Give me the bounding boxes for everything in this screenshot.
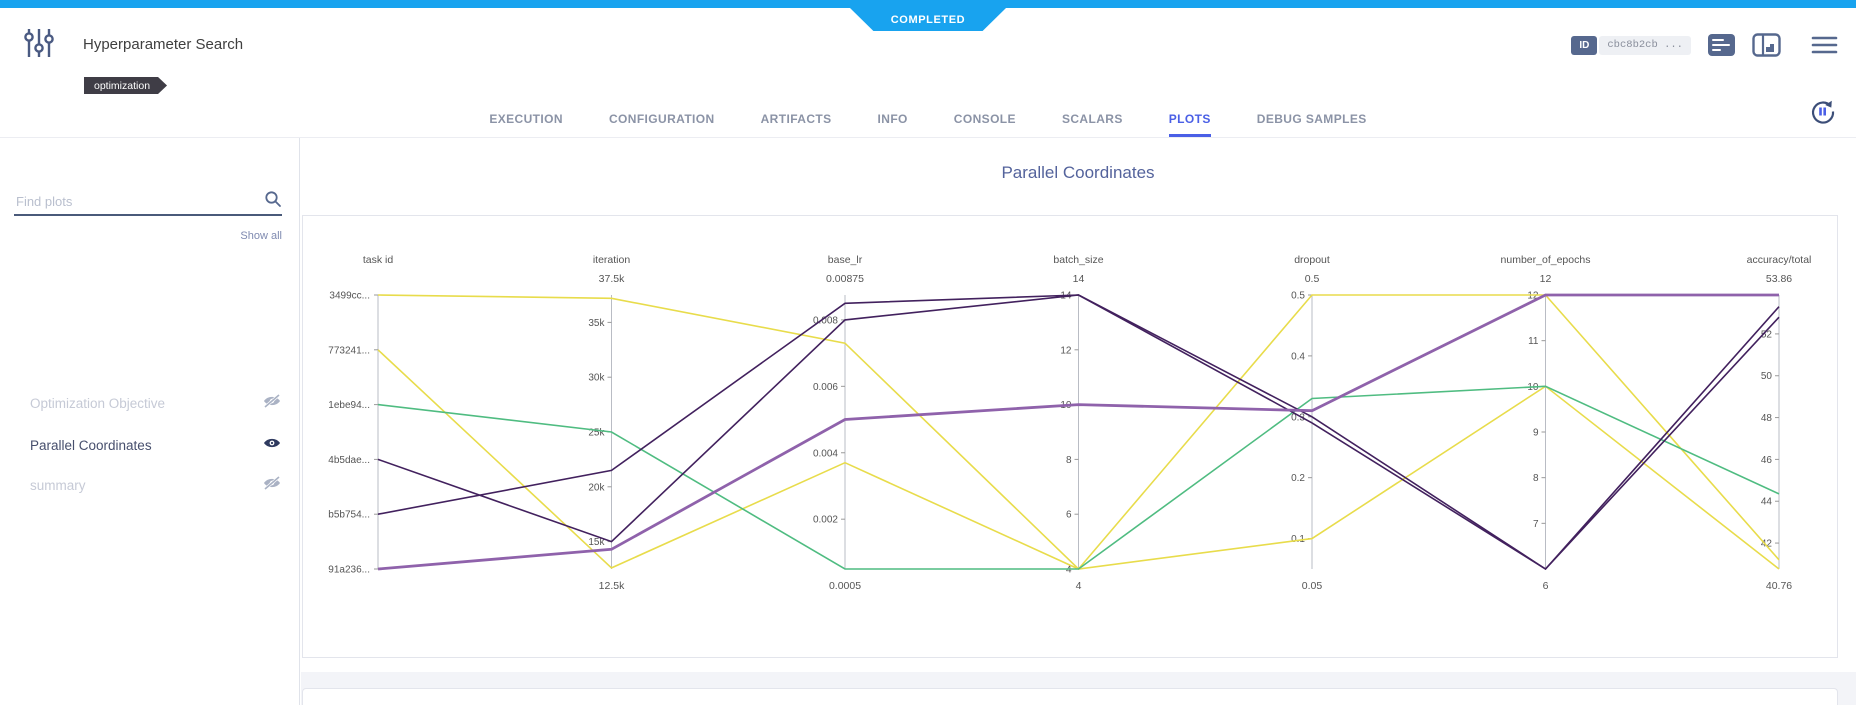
id-value[interactable]: cbc8b2cb ...: [1599, 35, 1691, 55]
plot-search-field: [14, 188, 282, 216]
svg-text:4: 4: [1066, 565, 1072, 576]
experiment-tabs: EXECUTION CONFIGURATION ARTIFACTS INFO C…: [0, 103, 1856, 137]
plot-name-label: summary: [30, 477, 86, 493]
plot-name-label: Optimization Objective: [30, 395, 166, 411]
svg-text:53.86: 53.86: [1766, 273, 1792, 285]
header-actions: ID cbc8b2cb ...: [1571, 33, 1838, 57]
sidebar-item-parallel-coordinates[interactable]: Parallel Coordinates: [0, 424, 300, 466]
svg-text:11: 11: [1528, 336, 1539, 347]
svg-text:iteration: iteration: [593, 254, 631, 266]
plot-name-label: Parallel Coordinates: [30, 437, 152, 453]
page-title: Hyperparameter Search: [83, 36, 244, 53]
experiment-id-chip: ID cbc8b2cb ...: [1571, 35, 1691, 55]
svg-text:accuracy/total: accuracy/total: [1747, 254, 1812, 266]
status-color-bar: [0, 0, 1856, 8]
svg-text:batch_size: batch_size: [1053, 254, 1103, 266]
experiment-tag: optimization: [84, 77, 167, 94]
status-badge: COMPLETED: [850, 8, 1006, 31]
sidebar-item-optimization-objective[interactable]: Optimization Objective: [0, 382, 300, 424]
show-all-link[interactable]: Show all: [240, 230, 282, 242]
svg-text:15k: 15k: [588, 537, 605, 548]
svg-text:12: 12: [1060, 345, 1072, 356]
svg-text:1ebe94...: 1ebe94...: [328, 400, 370, 411]
tab-info[interactable]: INFO: [877, 112, 908, 126]
svg-text:8: 8: [1533, 473, 1539, 484]
search-icon: [264, 190, 282, 213]
tab-scalars[interactable]: SCALARS: [1061, 112, 1123, 126]
tab-debug-samples[interactable]: DEBUG SAMPLES: [1256, 112, 1367, 126]
tab-console[interactable]: CONSOLE: [953, 112, 1016, 126]
svg-text:0.002: 0.002: [813, 515, 838, 526]
svg-text:9: 9: [1533, 428, 1539, 439]
sidebar-item-summary[interactable]: summary: [0, 464, 300, 506]
svg-text:0.4: 0.4: [1291, 351, 1305, 362]
svg-text:0.3: 0.3: [1291, 412, 1305, 423]
svg-text:3499cc...: 3499cc...: [329, 291, 370, 302]
svg-text:6: 6: [1543, 580, 1549, 592]
svg-text:number_of_epochs: number_of_epochs: [1501, 254, 1591, 266]
svg-text:14: 14: [1073, 273, 1085, 285]
svg-text:52: 52: [1761, 329, 1773, 340]
svg-text:6: 6: [1066, 510, 1072, 521]
svg-text:b5b754...: b5b754...: [328, 510, 370, 521]
svg-text:dropout: dropout: [1294, 254, 1330, 266]
parallel-coordinates-chart[interactable]: task id 3499cc... 773241... 1ebe94... 4b5dae…: [303, 216, 1837, 657]
tab-artifacts[interactable]: ARTIFACTS: [760, 112, 832, 126]
tab-plots[interactable]: PLOTS: [1168, 112, 1211, 137]
plots-sidebar: Show all Optimization Objective Parallel…: [0, 138, 300, 705]
svg-text:0.1: 0.1: [1291, 534, 1305, 545]
svg-text:0.008: 0.008: [813, 315, 838, 326]
svg-text:0.0005: 0.0005: [829, 580, 861, 592]
svg-text:12.5k: 12.5k: [599, 580, 625, 592]
details-panel-icon[interactable]: [1707, 33, 1736, 57]
svg-text:50: 50: [1761, 371, 1773, 382]
auto-refresh-pause-icon[interactable]: [1809, 98, 1836, 125]
eye-icon[interactable]: [262, 436, 282, 455]
plot-card: task id 3499cc... 773241... 1ebe94... 4b5dae…: [302, 215, 1838, 658]
table-panel-icon[interactable]: [1752, 33, 1781, 57]
svg-text:44: 44: [1761, 497, 1773, 508]
plot-title: Parallel Coordinates: [1001, 163, 1155, 182]
svg-text:0.2: 0.2: [1291, 473, 1305, 484]
svg-text:91a236...: 91a236...: [328, 565, 370, 576]
next-plot-card-edge: [302, 688, 1838, 705]
svg-text:40.76: 40.76: [1766, 580, 1792, 592]
header-divider: [0, 137, 1856, 138]
svg-text:30k: 30k: [588, 373, 605, 384]
tab-configuration[interactable]: CONFIGURATION: [608, 112, 715, 126]
svg-text:46: 46: [1761, 455, 1773, 466]
svg-text:37.5k: 37.5k: [599, 273, 625, 285]
search-input[interactable]: [14, 192, 264, 210]
svg-text:0.006: 0.006: [813, 382, 838, 393]
hamburger-menu-icon[interactable]: [1811, 35, 1838, 55]
eye-off-icon[interactable]: [262, 475, 282, 495]
svg-text:8: 8: [1066, 455, 1072, 466]
hyperparameter-sliders-icon: [24, 27, 54, 64]
svg-text:0.5: 0.5: [1291, 291, 1305, 302]
svg-text:25k: 25k: [588, 428, 605, 439]
svg-text:12: 12: [1540, 273, 1552, 285]
id-label-badge: ID: [1571, 35, 1598, 55]
svg-text:7: 7: [1533, 519, 1539, 530]
svg-text:0.05: 0.05: [1302, 580, 1323, 592]
svg-text:base_lr: base_lr: [828, 254, 863, 266]
svg-text:773241...: 773241...: [328, 345, 370, 356]
svg-text:0.5: 0.5: [1305, 273, 1320, 285]
svg-text:48: 48: [1761, 413, 1773, 424]
svg-text:12: 12: [1527, 291, 1539, 302]
eye-off-icon[interactable]: [262, 393, 282, 413]
svg-text:42: 42: [1761, 539, 1773, 550]
svg-text:0.004: 0.004: [813, 448, 838, 459]
svg-text:35k: 35k: [588, 318, 605, 329]
svg-text:20k: 20k: [588, 482, 605, 493]
svg-text:0.00875: 0.00875: [826, 273, 864, 285]
svg-text:4b5dae...: 4b5dae...: [328, 455, 370, 466]
svg-text:4: 4: [1076, 580, 1082, 592]
svg-text:task id: task id: [363, 254, 394, 266]
tab-execution[interactable]: EXECUTION: [489, 112, 563, 126]
